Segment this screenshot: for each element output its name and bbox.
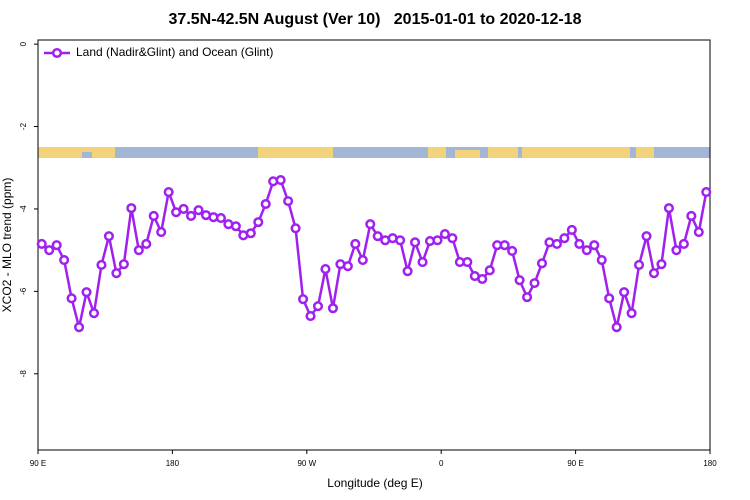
data-point: [417, 257, 428, 268]
data-point: [350, 238, 361, 250]
data-point: [148, 210, 159, 221]
data-point: [701, 187, 712, 198]
data-point: [342, 261, 353, 272]
x-tick-label: 0: [439, 459, 444, 468]
data-point: [193, 205, 204, 216]
x-tick-label: 90 W: [297, 459, 316, 468]
data-point: [402, 266, 413, 277]
data-point: [693, 226, 704, 238]
data-point: [96, 259, 107, 271]
data-point: [74, 322, 85, 333]
data-point: [604, 293, 615, 304]
data-point: [230, 221, 241, 232]
x-axis-label: Longitude (deg E): [327, 476, 422, 490]
data-point: [305, 311, 316, 322]
data-point: [619, 287, 630, 298]
y-axis-label: XCO2 - MLO trend (ppm): [0, 178, 14, 313]
data-point: [581, 245, 592, 256]
data-point: [686, 210, 697, 221]
data-point: [156, 226, 167, 238]
data-point: [141, 238, 152, 250]
y-tick-label: -8: [19, 370, 28, 378]
data-point: [111, 268, 122, 279]
data-point: [499, 240, 510, 251]
data-point: [178, 203, 189, 214]
data-point: [260, 198, 271, 210]
data-point: [477, 273, 488, 285]
data-point: [36, 238, 47, 250]
data-point: [51, 240, 62, 251]
data-point: [484, 265, 495, 276]
data-point: [439, 229, 450, 240]
data-point: [253, 217, 264, 228]
data-point: [88, 308, 100, 319]
data-point: [522, 292, 533, 303]
data-point: [432, 235, 443, 246]
data-point: [81, 287, 92, 298]
data-point: [133, 245, 144, 256]
y-tick-label: -4: [19, 205, 28, 213]
legend-marker: [51, 47, 63, 59]
data-point: [245, 228, 256, 239]
data-point: [103, 231, 114, 242]
data-point: [44, 245, 55, 256]
data-point: [283, 196, 294, 207]
data-point: [462, 257, 473, 268]
data-point: [678, 238, 689, 250]
data-point: [59, 254, 70, 266]
data-point: [66, 293, 77, 304]
data-point: [559, 233, 570, 244]
y-tick-label: -2: [19, 122, 28, 130]
data-point: [118, 259, 129, 270]
data-point: [648, 268, 660, 279]
data-point: [551, 238, 562, 250]
data-point: [589, 240, 600, 251]
y-tick-label: -6: [19, 287, 28, 295]
data-point: [611, 322, 622, 333]
data-point: [656, 259, 667, 270]
data-point: [372, 231, 383, 242]
x-tick-label: 180: [166, 459, 180, 468]
data-point: [365, 219, 376, 230]
data-point: [186, 210, 197, 221]
x-tick-label: 180: [703, 459, 717, 468]
data-point: [529, 278, 540, 289]
data-point: [447, 233, 458, 244]
data-point: [514, 275, 525, 286]
data-point: [596, 254, 607, 266]
data-point: [126, 203, 137, 214]
data-point: [507, 245, 518, 257]
data-point: [410, 237, 421, 248]
data-point: [163, 187, 174, 198]
data-point: [566, 224, 577, 236]
legend-label: Land (Nadir&Glint) and Ocean (Glint): [76, 45, 273, 59]
data-point: [290, 223, 301, 234]
data-point: [395, 235, 406, 246]
data-point: [641, 231, 652, 242]
data-point: [320, 264, 331, 275]
data-point: [275, 175, 286, 186]
y-tick-label: 0: [19, 41, 28, 46]
x-tick-label: 90 E: [30, 459, 46, 468]
data-point: [327, 303, 338, 314]
data-point: [671, 245, 682, 256]
data-point: [312, 301, 324, 312]
data-point: [574, 238, 585, 250]
data-point: [536, 258, 548, 269]
data-point: [298, 294, 309, 305]
data-point: [357, 254, 368, 266]
data-point: [663, 203, 674, 214]
chart-title: 37.5N-42.5N August (Ver 10) 2015-01-01 t…: [169, 11, 582, 28]
data-point: [634, 259, 645, 271]
data-point: [215, 212, 226, 224]
x-tick-label: 90 E: [567, 459, 583, 468]
data-point: [626, 308, 637, 319]
map-strip: [38, 147, 710, 158]
